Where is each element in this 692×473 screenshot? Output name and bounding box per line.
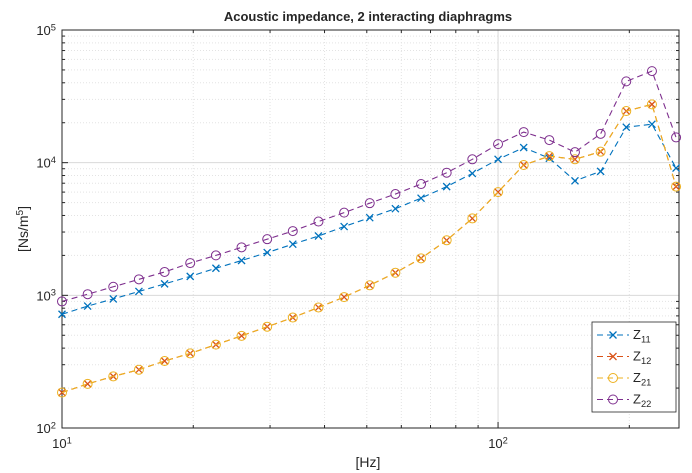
marker bbox=[185, 258, 196, 269]
marker bbox=[364, 198, 375, 209]
marker bbox=[609, 331, 617, 339]
marker bbox=[159, 266, 170, 277]
marker bbox=[494, 155, 503, 164]
marker bbox=[442, 182, 451, 191]
marker bbox=[340, 222, 349, 231]
marker bbox=[287, 226, 298, 237]
marker bbox=[441, 167, 452, 178]
marker bbox=[82, 378, 93, 389]
marker bbox=[160, 279, 169, 288]
marker bbox=[595, 128, 606, 139]
marker bbox=[391, 204, 400, 213]
x-tick-label: 101 bbox=[52, 435, 72, 451]
marker bbox=[339, 292, 350, 303]
marker bbox=[671, 132, 682, 143]
marker bbox=[493, 187, 504, 198]
chart-title: Acoustic impedance, 2 interacting diaphr… bbox=[224, 9, 512, 24]
legend-box bbox=[591, 321, 677, 413]
marker bbox=[83, 302, 92, 311]
marker bbox=[416, 179, 427, 190]
marker bbox=[621, 106, 632, 117]
marker bbox=[313, 302, 324, 313]
marker bbox=[569, 154, 580, 165]
marker bbox=[186, 272, 195, 281]
marker bbox=[364, 280, 375, 291]
marker bbox=[646, 66, 657, 77]
marker bbox=[288, 240, 297, 249]
marker bbox=[82, 289, 93, 300]
marker bbox=[287, 312, 298, 323]
marker bbox=[595, 146, 606, 157]
marker bbox=[109, 294, 118, 303]
marker bbox=[518, 160, 529, 171]
marker bbox=[467, 213, 478, 224]
marker bbox=[263, 248, 272, 257]
marker bbox=[608, 373, 618, 383]
marker bbox=[314, 232, 323, 240]
marker bbox=[57, 296, 67, 307]
marker bbox=[185, 348, 196, 359]
y-tick-label: 104 bbox=[36, 155, 56, 171]
marker bbox=[596, 167, 605, 176]
marker bbox=[518, 127, 529, 138]
marker bbox=[468, 169, 477, 178]
marker bbox=[262, 234, 273, 245]
marker bbox=[210, 339, 221, 350]
marker bbox=[365, 213, 374, 222]
x-axis-label: [Hz] bbox=[356, 454, 381, 470]
marker bbox=[237, 331, 246, 340]
marker bbox=[313, 216, 324, 227]
marker bbox=[262, 321, 273, 332]
marker bbox=[390, 267, 401, 278]
axes-box bbox=[61, 29, 680, 429]
x-tick-label: 102 bbox=[488, 435, 508, 451]
marker bbox=[365, 281, 374, 290]
marker bbox=[133, 364, 144, 375]
marker bbox=[646, 99, 657, 110]
marker bbox=[416, 253, 427, 264]
marker bbox=[544, 151, 555, 162]
marker bbox=[237, 256, 246, 265]
marker bbox=[83, 379, 92, 388]
marker bbox=[571, 155, 579, 164]
marker bbox=[340, 293, 349, 302]
marker bbox=[236, 330, 247, 341]
marker bbox=[210, 250, 221, 261]
marker bbox=[134, 287, 143, 296]
marker bbox=[58, 310, 66, 319]
marker bbox=[571, 176, 579, 185]
marker bbox=[108, 371, 119, 382]
y-tick-label: 103 bbox=[36, 288, 56, 304]
marker bbox=[57, 387, 67, 398]
marker bbox=[467, 154, 478, 165]
marker bbox=[609, 352, 617, 361]
marker bbox=[390, 189, 401, 200]
y-tick-label: 105 bbox=[36, 22, 56, 38]
series-line bbox=[61, 70, 677, 302]
marker bbox=[160, 357, 169, 365]
marker bbox=[339, 207, 350, 218]
y-axis-label: [Ns/m5] bbox=[15, 206, 31, 252]
marker bbox=[621, 76, 632, 87]
plot-area bbox=[62, 30, 679, 428]
marker bbox=[493, 139, 504, 150]
marker bbox=[672, 164, 681, 173]
marker bbox=[417, 194, 426, 203]
marker bbox=[211, 264, 220, 273]
marker bbox=[159, 355, 170, 366]
marker bbox=[108, 281, 119, 292]
marker bbox=[133, 274, 144, 285]
marker bbox=[441, 235, 452, 246]
marker bbox=[519, 143, 528, 152]
marker bbox=[647, 100, 656, 109]
marker bbox=[544, 135, 555, 146]
y-tick-label: 102 bbox=[36, 420, 56, 436]
marker bbox=[236, 242, 247, 253]
marker bbox=[622, 123, 631, 132]
marker bbox=[671, 181, 682, 192]
marker bbox=[647, 120, 656, 129]
marker bbox=[608, 394, 618, 405]
marker bbox=[569, 147, 580, 158]
